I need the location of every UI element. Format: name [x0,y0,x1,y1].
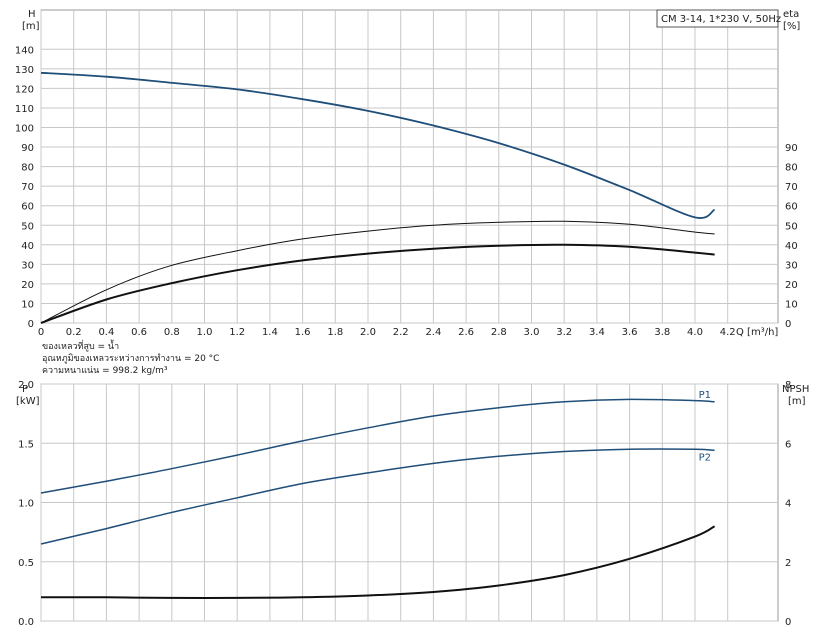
head-plot-grid [40,10,778,324]
npsh-y-tick-labels: 0 2 4 6 8 [785,380,791,628]
power-plot-grid [40,383,778,622]
power-axis-label: P [22,384,28,395]
eta-tick-label: 70 [785,182,798,193]
npsh-tick-label: 4 [785,499,791,510]
fluid-note: ของเหลวที่สูบ = น้ำ [42,339,119,352]
head-plot-series [40,71,716,324]
eta-tick-label: 50 [785,221,798,232]
head-tick-label: 140 [15,45,34,56]
head-tick-label: 30 [21,260,34,271]
npsh-axis-label: NPSH [782,384,809,395]
head-tick-label: 100 [15,124,34,135]
x-tick-label: 3.6 [622,327,638,338]
efficiency-curve [40,220,715,324]
power-plot-series: P1 P2 [40,390,716,599]
x-tick-label: 4.2 [720,327,736,338]
eta-tick-label: 40 [785,241,798,252]
x-tick-label: 3.2 [556,327,572,338]
eta-tick-label: 10 [785,299,798,310]
x-tick-label: 0.4 [98,327,114,338]
x-tick-label: 3.0 [524,327,540,338]
series-label-p2: P2 [699,452,711,463]
x-tick-label: 1.4 [262,327,278,338]
eta-axis-unit: [%] [783,21,800,32]
x-tick-label: 1.0 [197,327,213,338]
eta-tick-label: 30 [785,260,798,271]
head-tick-label: 80 [21,163,34,174]
npsh-tick-label: 8 [785,380,791,391]
x-tick-label: 2.2 [393,327,409,338]
x-tick-label: 3.4 [589,327,605,338]
head-tick-label: 20 [21,280,34,291]
head-tick-label: 40 [21,241,34,252]
density-note: ความหนาแน่น = 998.2 kg/m³ [42,366,168,376]
head-tick-label: 110 [15,104,34,115]
x-tick-label: 3.8 [654,327,670,338]
head-tick-label: 50 [21,221,34,232]
head-y-tick-labels: 0 10 20 30 40 50 60 70 80 90 100 110 120 130 140 [15,45,34,330]
x-tick-label: 2.8 [491,327,507,338]
series-label-p1: P1 [699,390,711,401]
x-tick-label: 0 [38,327,44,338]
head-tick-label: 70 [21,182,34,193]
head-efficiency-plot: 0 0.2 0.4 0.6 0.8 1.0 1.2 1.4 1.6 1.8 2.0 2.2 2.4 2.6… [15,9,800,376]
head-axis-unit: [m] [22,21,40,32]
power-tick-label: 0.5 [18,558,34,569]
efficiency-curve-2 [40,243,715,324]
npsh-curve [40,525,716,599]
eta-y-tick-labels: 0 10 20 30 40 50 60 70 80 90 [785,143,798,330]
x-tick-label: 0.8 [164,327,180,338]
x-tick-labels: 0 0.2 0.4 0.6 0.8 1.0 1.2 1.4 1.6 1.8 2.0 2.2 2.4 2.6… [38,327,736,338]
head-tick-label: 10 [21,299,34,310]
power-npsh-plot: 0.0 0.5 1.0 1.5 2.0 0 2 4 6 8 P1 P2 P [kW] NPSH [… [16,380,809,628]
eta-axis-label: eta [783,9,799,20]
npsh-axis-unit: [m] [788,396,806,407]
eta-tick-label: 0 [785,319,791,330]
power-tick-label: 0.0 [18,617,34,628]
flow-axis-label: Q [m³/h] [736,327,778,338]
head-tick-label: 120 [15,84,34,95]
power-tick-label: 1.5 [18,439,34,450]
x-tick-label: 4.0 [687,327,703,338]
pump-title: CM 3-14, 1*230 V, 50Hz [661,14,781,25]
npsh-tick-label: 6 [785,439,791,450]
eta-tick-label: 60 [785,202,798,213]
head-curve [40,71,716,219]
x-tick-label: 0.2 [66,327,82,338]
head-axis-label: H [28,9,36,20]
power-tick-label: 2.0 [18,380,34,391]
npsh-tick-label: 0 [785,617,791,628]
pump-title-box: CM 3-14, 1*230 V, 50Hz [656,9,781,28]
x-tick-label: 0.6 [131,327,147,338]
head-tick-label: 60 [21,202,34,213]
power-axis-unit: [kW] [16,396,40,407]
power-tick-label: 1.0 [18,499,34,510]
x-tick-label: 1.2 [229,327,245,338]
temperature-note: อุณหภูมิของเหลวระหว่างการทำงาน = 20 °C [42,353,219,364]
x-tick-label: 2.0 [360,327,376,338]
p1-power-curve [40,398,715,494]
x-tick-label: 1.8 [327,327,343,338]
eta-tick-label: 90 [785,143,798,154]
p2-power-curve [40,448,715,545]
head-tick-label: 90 [21,143,34,154]
head-tick-label: 0 [28,319,34,330]
x-tick-label: 1.6 [295,327,311,338]
power-y-tick-labels: 0.0 0.5 1.0 1.5 2.0 [18,380,34,628]
eta-tick-label: 20 [785,280,798,291]
x-tick-label: 2.4 [425,327,441,338]
eta-tick-label: 80 [785,163,798,174]
head-tick-label: 130 [15,65,34,76]
npsh-tick-label: 2 [785,558,791,569]
x-tick-label: 2.6 [458,327,474,338]
